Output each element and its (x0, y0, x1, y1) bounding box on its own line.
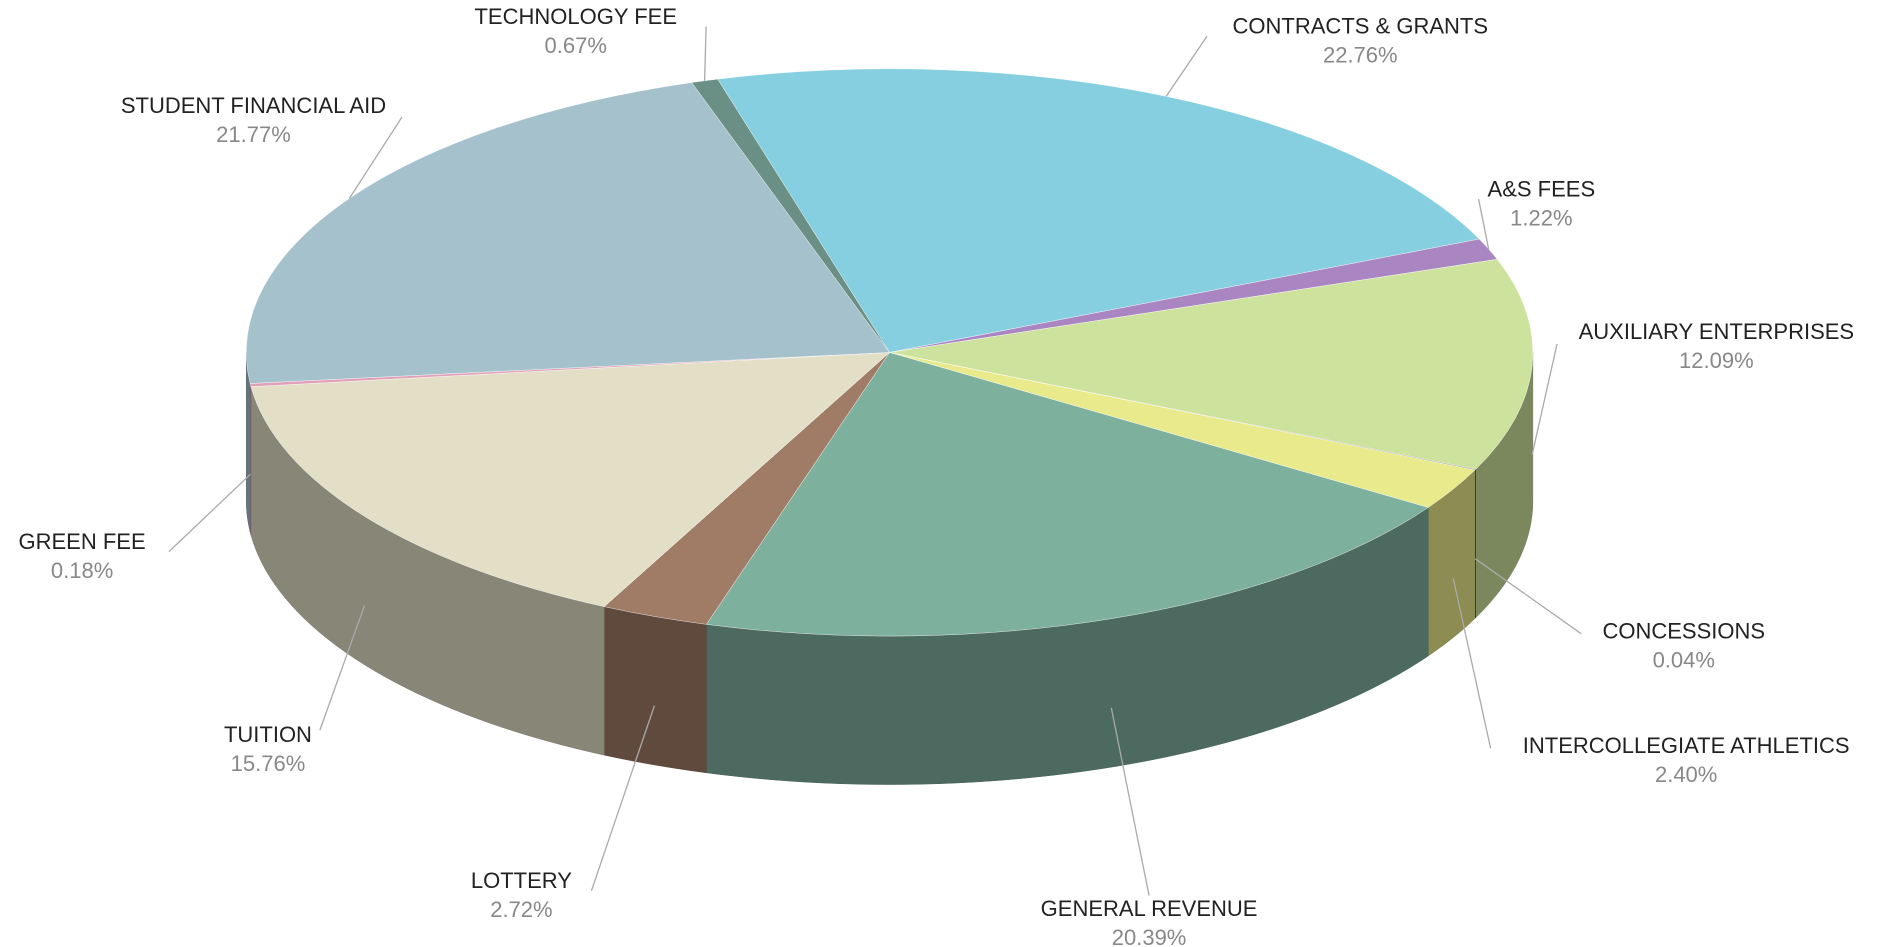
slice-label: GREEN FEE (19, 529, 146, 554)
slice-value-label: 1.22% (1510, 206, 1572, 231)
slice (706, 352, 1429, 637)
leader-line (1474, 558, 1582, 635)
slice-label: TUITION (224, 722, 312, 747)
slice (889, 259, 1534, 470)
slice-value-label: 15.76% (231, 751, 306, 776)
leader-line (590, 705, 656, 891)
leader-line (1165, 35, 1208, 97)
slice-value-label: 0.18% (51, 558, 113, 583)
slice-value-label: 2.72% (490, 897, 552, 922)
leader-line (1477, 199, 1490, 250)
slice-label: TECHNOLOGY FEE (474, 4, 677, 29)
slice-value-label: 2.40% (1655, 762, 1717, 787)
slice (250, 352, 891, 607)
slice-label: AUXILIARY ENTERPRISES (1579, 319, 1855, 344)
slice-value-label: 21.77% (216, 122, 291, 147)
slice-value-label: 22.76% (1323, 43, 1398, 68)
slice-label: GENERAL REVENUE (1041, 896, 1258, 921)
slice-side (603, 606, 707, 774)
slice-label: CONTRACTS & GRANTS (1233, 14, 1488, 39)
leader-line (168, 473, 251, 553)
leader-line (1110, 707, 1150, 896)
side-walls (245, 352, 1534, 785)
slice-label: LOTTERY (471, 868, 572, 893)
leader-line (319, 605, 366, 731)
slice-label: STUDENT FINANCIAL AID (121, 93, 386, 118)
slice-label: INTERCOLLEGIATE ATHLETICS (1523, 733, 1850, 758)
slice-label: CONCESSIONS (1602, 618, 1765, 643)
leader-line (348, 116, 403, 199)
slice-value-label: 0.04% (1653, 647, 1715, 672)
slice-tops (246, 68, 1534, 637)
slice-value-label: 0.67% (545, 33, 607, 58)
leader-line (1531, 343, 1558, 455)
leader-line (703, 26, 707, 81)
slice-label: A&S FEES (1488, 177, 1596, 202)
slice (246, 82, 890, 384)
leader-line (1452, 578, 1492, 749)
labels: CONTRACTS & GRANTS 22.76% A&S FEES 1.22% AUX… (19, 4, 1855, 947)
slice-value-label: 20.39% (1112, 925, 1187, 947)
slice-value-label: 12.09% (1679, 348, 1754, 373)
